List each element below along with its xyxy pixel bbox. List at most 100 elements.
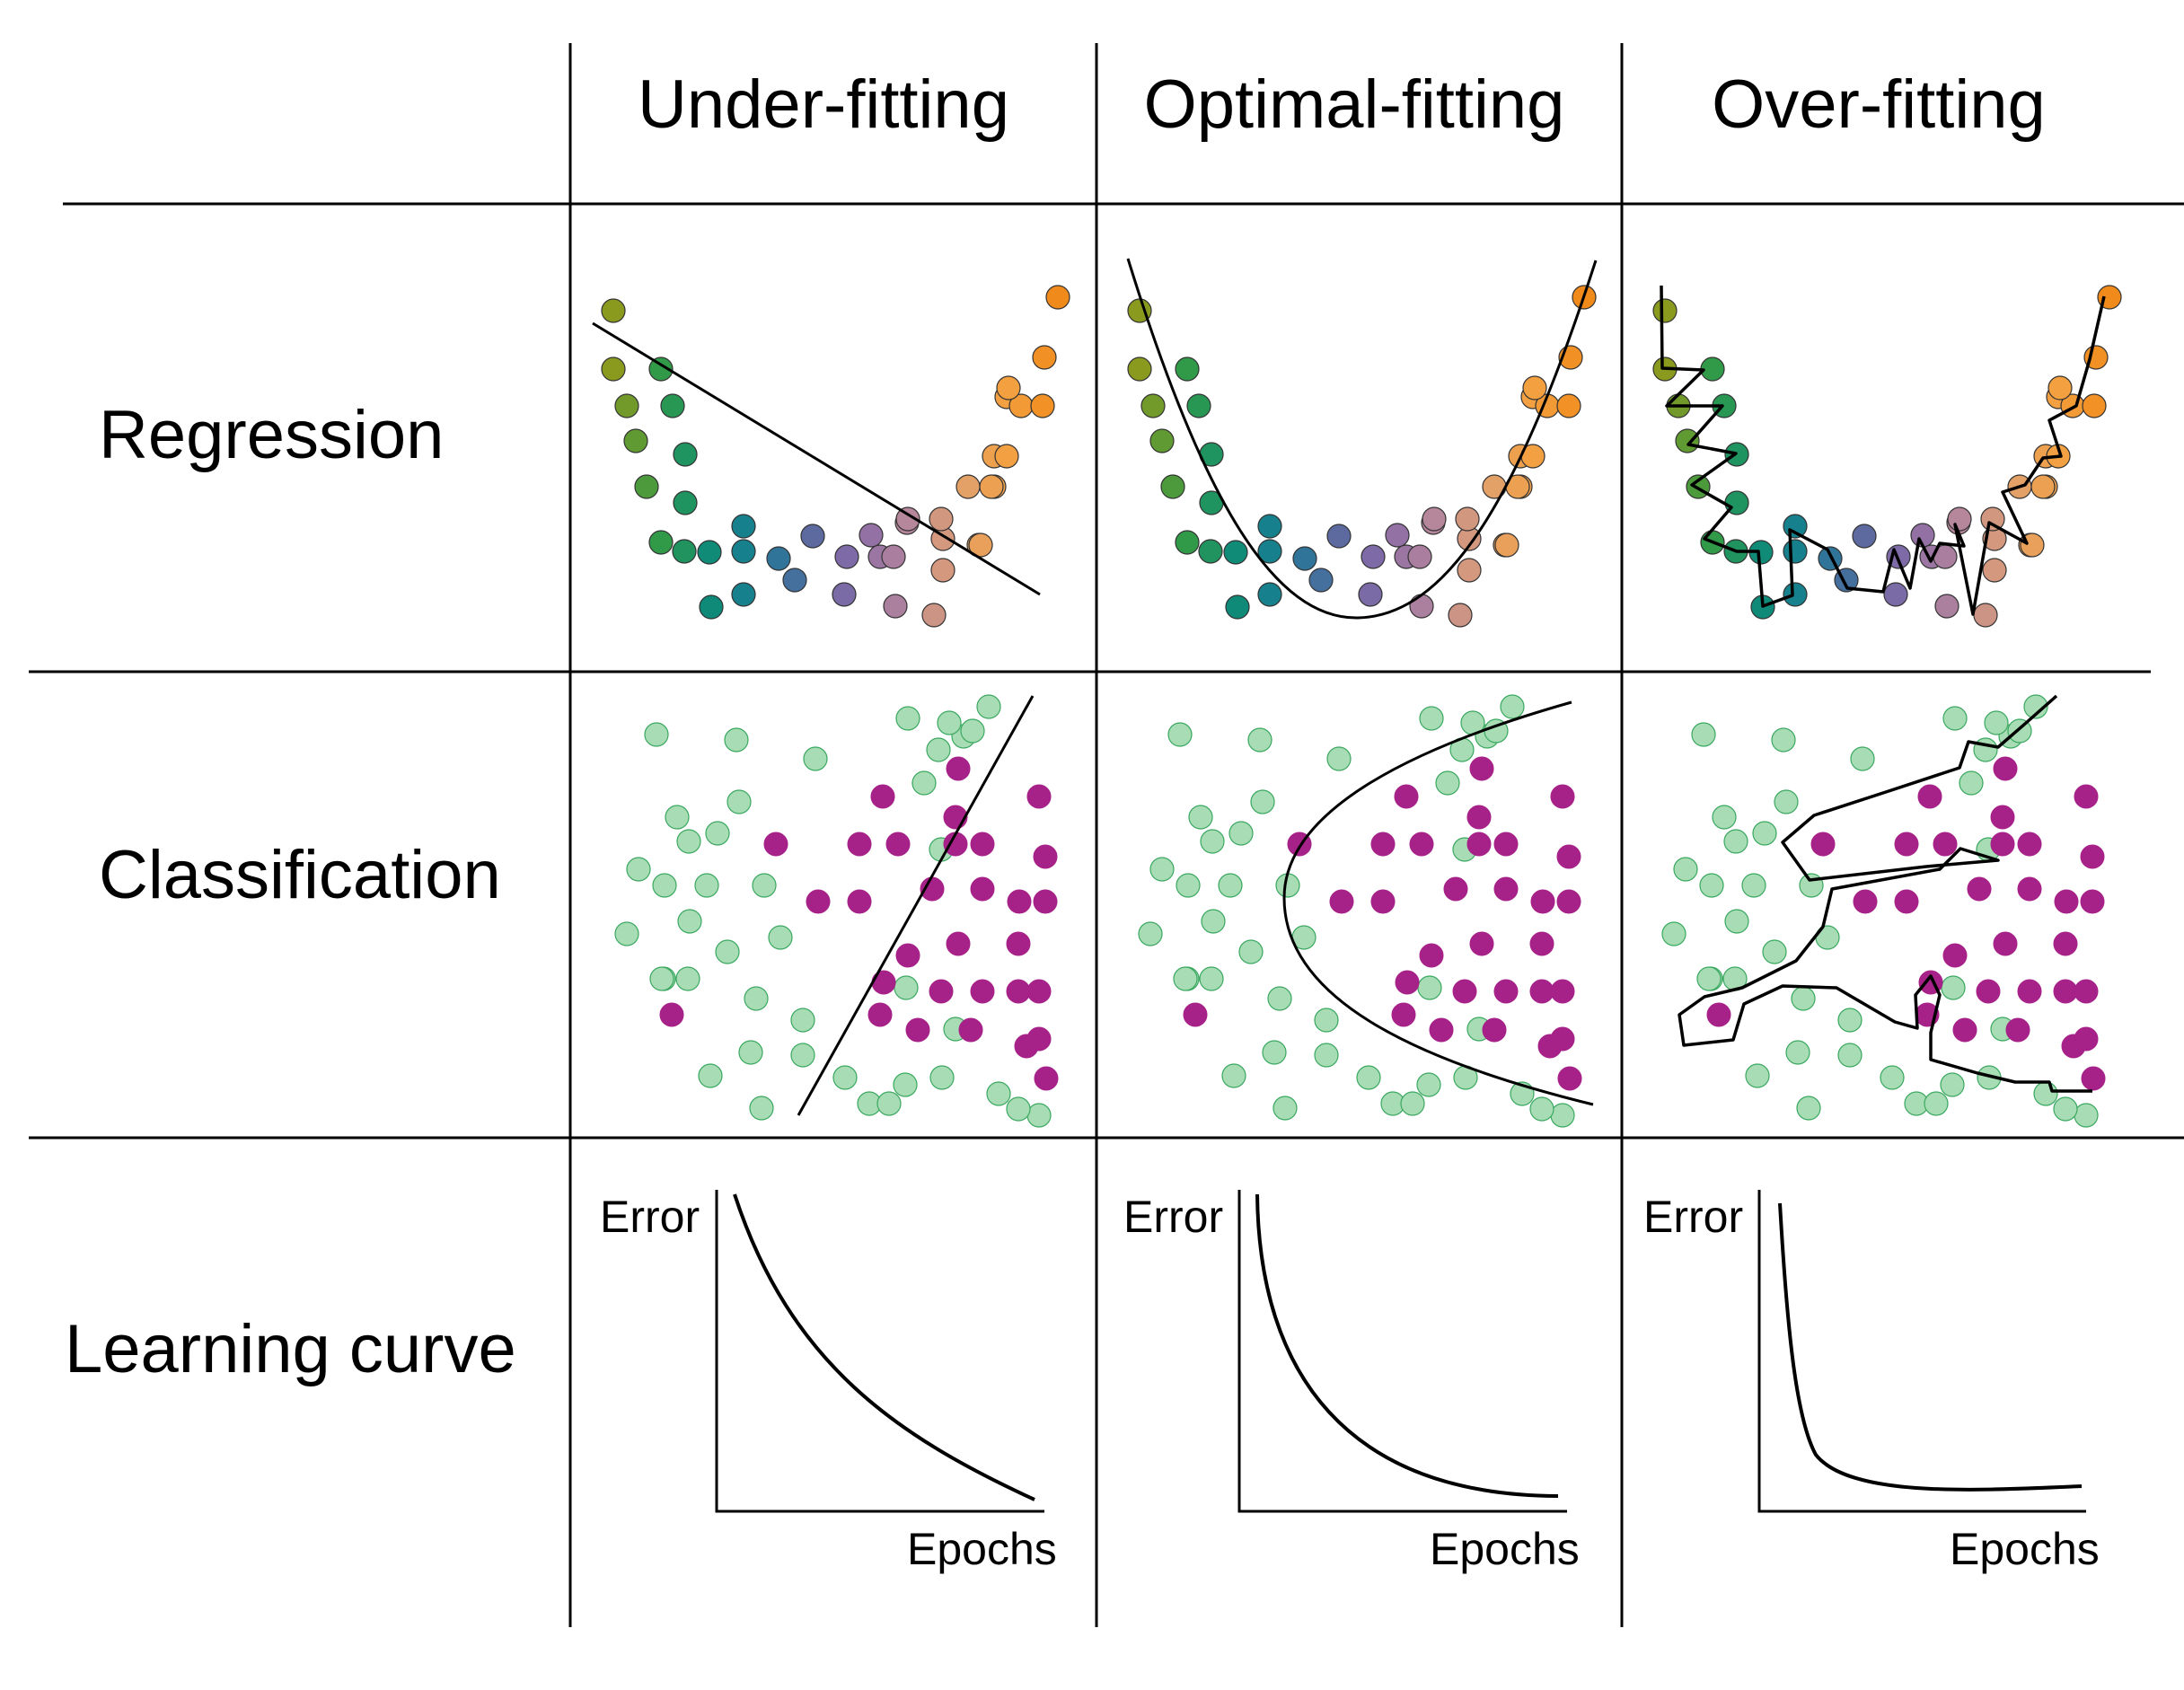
- class-a-point: [1696, 966, 1722, 991]
- class-b-point: [2053, 931, 2078, 956]
- class-b-point: [1550, 1026, 1575, 1052]
- class-a-point: [2023, 694, 2048, 719]
- class-a-point: [644, 722, 669, 747]
- curved-decision-boundary: [1282, 700, 1594, 1106]
- class-a-point: [1661, 921, 1686, 946]
- class-a-point: [1741, 873, 1766, 898]
- data-point: [673, 442, 698, 467]
- class-b-point: [1557, 1066, 1582, 1091]
- class-b-point: [2053, 979, 2078, 1004]
- quadratic-fit-curve: [1126, 258, 1598, 620]
- data-point: [1175, 530, 1200, 555]
- class-b-point: [1006, 931, 1031, 956]
- class-b-point: [2017, 979, 2042, 1004]
- class-b-point: [2017, 832, 2042, 857]
- class-b-point: [1990, 805, 2015, 830]
- class-a-point: [790, 1008, 815, 1033]
- class-a-point: [1262, 1040, 1287, 1065]
- class-a-point: [911, 770, 937, 796]
- class-b-point: [1329, 889, 1354, 914]
- class-b-point: [2074, 1026, 2099, 1052]
- class-a-point: [1314, 1008, 1339, 1033]
- class-a-point: [677, 909, 702, 934]
- class-b-point: [2080, 844, 2105, 869]
- class-a-point: [1941, 975, 1966, 1000]
- axes: [1237, 1190, 1567, 1513]
- class-a-point: [960, 718, 985, 744]
- class-a-point: [2033, 1081, 2058, 1106]
- class-a-point: [665, 805, 690, 830]
- class-b-point: [1993, 931, 2018, 956]
- error-curve: [1778, 1202, 2083, 1492]
- data-point: [782, 568, 807, 593]
- data-point: [1358, 582, 1383, 607]
- class-b-point: [2080, 889, 2105, 914]
- class-a-point: [1500, 694, 1525, 719]
- class-a-point: [926, 737, 951, 762]
- class-a-point: [832, 1065, 858, 1090]
- class-a-point: [1006, 1096, 1031, 1122]
- data-point: [1326, 524, 1352, 549]
- class-a-point: [1238, 939, 1264, 964]
- class-a-point: [1529, 1096, 1554, 1122]
- class-a-point: [1218, 873, 1243, 898]
- class-a-point: [1880, 1065, 1905, 1090]
- class-b-point: [1894, 832, 1919, 857]
- class-a-point: [1924, 1091, 1949, 1116]
- data-point: [648, 530, 674, 555]
- class-b-point: [1967, 876, 1992, 902]
- class-b-point: [1469, 931, 1494, 956]
- class-a-point: [1026, 1103, 1052, 1128]
- class-a-point: [626, 857, 651, 882]
- x-axis-label: Epochs: [1430, 1524, 1580, 1574]
- class-a-point: [1940, 1072, 1965, 1097]
- class-b-point: [806, 889, 831, 914]
- data-point: [1140, 393, 1166, 418]
- class-b-point: [1006, 979, 1031, 1004]
- class-a-point: [1850, 746, 1875, 771]
- x-axis-label: Epochs: [1950, 1524, 2100, 1574]
- column-header-under-fitting: Under-fitting: [638, 66, 1009, 143]
- data-point: [1225, 594, 1250, 620]
- class-a-point: [1173, 966, 1198, 991]
- class-b-point: [1409, 832, 1434, 857]
- data-point: [660, 393, 685, 418]
- class-a-point: [1712, 805, 1737, 830]
- class-a-point: [1984, 710, 2009, 735]
- table-grid: [29, 43, 2184, 1627]
- data-point: [766, 546, 791, 571]
- class-b-point: [1466, 805, 1492, 830]
- data-point: [1257, 539, 1282, 564]
- class-b-point: [1493, 876, 1519, 902]
- class-a-point: [1417, 975, 1442, 1000]
- class-a-point: [724, 727, 749, 753]
- data-point: [699, 594, 724, 620]
- class-b-point: [847, 832, 872, 857]
- row-header-regression: Regression: [99, 397, 444, 473]
- class-b-point: [895, 943, 920, 968]
- class-b-point: [1556, 844, 1581, 869]
- class-b-point: [1466, 832, 1492, 857]
- class-b-point: [2074, 784, 2099, 809]
- class-a-point: [1201, 909, 1226, 934]
- class-b-point: [1419, 943, 1444, 968]
- column-header-over-fitting: Over-fitting: [1712, 66, 2046, 143]
- data-point: [1032, 345, 1057, 370]
- class-a-point: [749, 1096, 774, 1121]
- class-a-point: [2053, 1096, 2078, 1122]
- class-b-point: [1007, 889, 1032, 914]
- class-a-point: [727, 789, 752, 814]
- class-b-point: [867, 1002, 893, 1027]
- data-point: [1852, 524, 1877, 549]
- class-a-point: [1774, 789, 1799, 814]
- class-b-point: [1429, 1017, 1454, 1043]
- data-point: [895, 506, 920, 532]
- class-a-point: [1691, 722, 1716, 747]
- class-a-point: [1273, 1096, 1298, 1121]
- class-b-point: [1026, 1026, 1052, 1052]
- class-b-point: [871, 970, 896, 995]
- class-a-point: [895, 706, 920, 731]
- data-point: [672, 539, 697, 564]
- class-a-point: [694, 873, 719, 898]
- class-a-point: [1959, 770, 1984, 796]
